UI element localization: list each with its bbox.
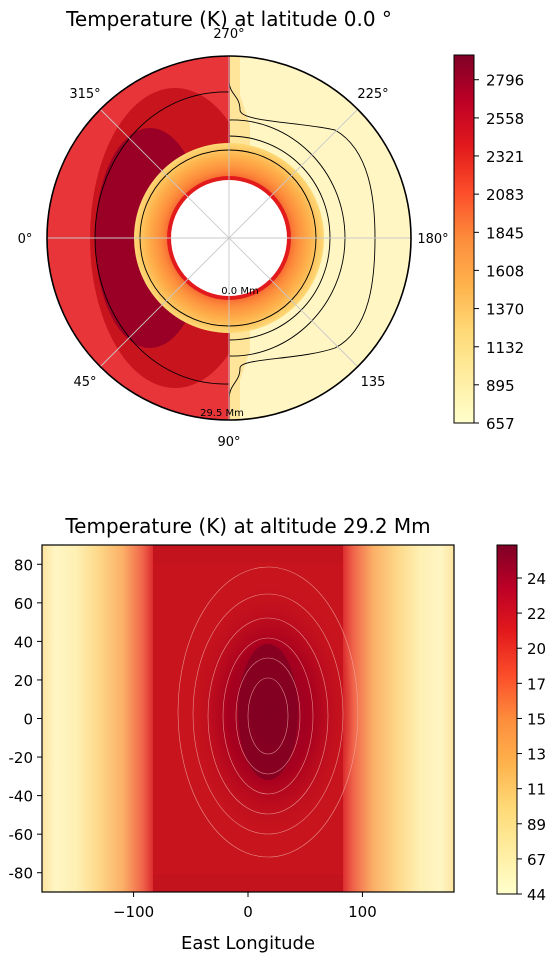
map-colorbar: 24 22 20 17 15 13 11 89 67 44 — [496, 544, 546, 904]
polar-angle-315: 315° — [69, 87, 100, 102]
map-colorbar-tick-label: 24 — [527, 570, 546, 588]
map-x-tick-label: −100 — [113, 903, 154, 921]
map-contour-5 — [235, 657, 301, 775]
map-y-tick-label: 80 — [14, 556, 33, 574]
map-colorbar-bar — [496, 544, 518, 895]
map-colorbar-tick-label: 89 — [527, 816, 546, 834]
map-x-tick-label: 100 — [348, 903, 377, 921]
map-contour-3 — [207, 617, 329, 815]
map-contour-6 — [247, 677, 289, 755]
polar-panel: Temperature (K) at latitude 0.0 ° — [18, 7, 525, 450]
map-y-tick-label: 20 — [14, 672, 33, 690]
polar-colorbar-tick-label: 1845 — [486, 224, 524, 242]
polar-title: Temperature (K) at latitude 0.0 ° — [65, 7, 392, 31]
map-contour-1 — [177, 566, 359, 858]
map-x-ticks: −100 0 100 — [113, 892, 377, 921]
polar-colorbar-tick-label: 2796 — [486, 72, 524, 90]
map-colorbar-tick-label: 15 — [527, 710, 546, 728]
map-y-tick-label: -60 — [9, 826, 34, 844]
map-colorbar-tick-label: 44 — [527, 886, 546, 904]
polar-colorbar-tick-label: 1608 — [486, 262, 524, 280]
map-x-axis-label: East Longitude — [181, 933, 315, 954]
polar-colorbar-tick-label: 2321 — [486, 148, 524, 166]
polar-colorbar-tick-label: 895 — [486, 377, 515, 395]
map-colorbar-tick-label: 13 — [527, 746, 546, 764]
map-left-band — [42, 545, 154, 892]
map-x-tick-label: 0 — [243, 903, 253, 921]
map-dayside-bottom-edge — [153, 874, 343, 892]
polar-colorbar-ticks: 657 895 1132 1370 1608 1845 2083 2321 2558 2796 — [474, 72, 524, 433]
map-y-tick-label: -80 — [9, 865, 34, 883]
map-y-tick-label: -20 — [9, 749, 34, 767]
polar-radial-label-outer: 29.5 Mm — [200, 408, 244, 419]
polar-angle-45: 45° — [73, 375, 96, 390]
map-dayside-top-edge — [153, 545, 343, 563]
map-y-tick-label: -40 — [9, 788, 34, 806]
polar-heatmap — [47, 56, 411, 420]
polar-radial-label-inner: 0.0 Mm — [221, 286, 258, 297]
map-y-tick-label: 40 — [14, 633, 33, 651]
map-y-tick-label: 60 — [14, 595, 33, 613]
map-right-band — [342, 545, 454, 892]
polar-angle-225: 225° — [357, 87, 388, 102]
map-colorbar-tick-label: 67 — [527, 851, 546, 869]
polar-colorbar-tick-label: 1370 — [486, 301, 524, 319]
polar-colorbar-bar — [453, 54, 475, 424]
polar-colorbar-tick-label: 2558 — [486, 110, 524, 128]
map-title: Temperature (K) at altitude 29.2 Mm — [64, 514, 430, 538]
map-colorbar-tick-label: 11 — [527, 781, 546, 799]
map-contours — [177, 566, 359, 858]
map-hotspot-core — [238, 644, 298, 780]
map-heatmap — [42, 545, 454, 892]
polar-angle-180: 180° — [417, 232, 448, 247]
polar-colorbar-tick-label: 1132 — [486, 339, 524, 357]
map-contour-4 — [222, 637, 314, 795]
polar-colorbar: 657 895 1132 1370 1608 1845 2083 2321 2558 2796 — [453, 54, 524, 433]
polar-colorbar-tick-label: 657 — [486, 415, 515, 433]
polar-gridlines — [47, 56, 411, 420]
map-colorbar-tick-label: 20 — [527, 640, 546, 658]
polar-colorbar-tick-label: 2083 — [486, 186, 524, 204]
map-colorbar-tick-label: 22 — [527, 605, 546, 623]
map-contour-2 — [192, 593, 344, 835]
map-colorbar-ticks: 24 22 20 17 15 13 11 89 67 44 — [517, 570, 546, 904]
polar-angle-270: 270° — [213, 27, 244, 42]
map-y-ticks: 80 60 40 20 0 -20 -40 -60 -80 — [9, 556, 42, 883]
map-panel: Temperature (K) at altitude 29.2 Mm — [9, 514, 547, 954]
map-y-tick-label: 0 — [23, 711, 33, 729]
polar-outer-border — [46, 55, 412, 421]
map-colorbar-tick-label: 17 — [527, 675, 546, 693]
polar-angle-0: 0° — [18, 232, 33, 247]
polar-angle-90: 90° — [217, 435, 240, 450]
polar-angle-135: 135 — [361, 375, 386, 390]
